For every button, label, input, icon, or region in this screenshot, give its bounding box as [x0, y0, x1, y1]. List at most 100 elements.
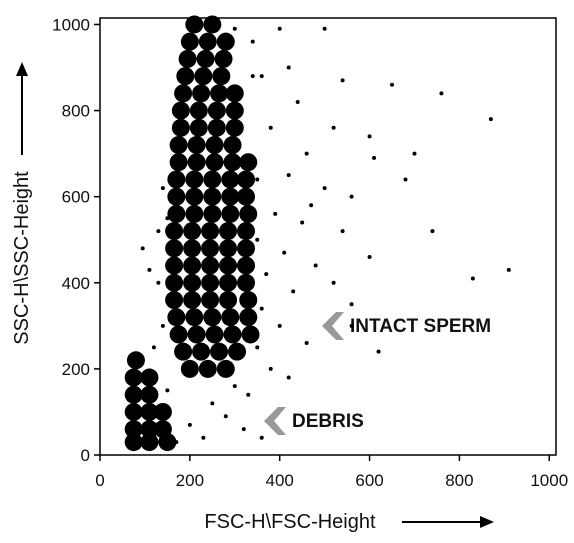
point — [239, 291, 258, 310]
point — [219, 239, 238, 258]
point — [221, 204, 240, 223]
point — [470, 276, 475, 281]
point — [201, 222, 220, 241]
point — [255, 237, 260, 242]
point — [198, 359, 217, 378]
x-tick-label: 800 — [445, 471, 473, 490]
point — [124, 385, 143, 404]
point — [140, 368, 159, 387]
point — [187, 153, 206, 172]
point — [124, 368, 143, 387]
point — [203, 170, 222, 189]
point — [239, 308, 258, 327]
point — [268, 366, 273, 371]
point — [255, 345, 260, 350]
point — [185, 308, 204, 327]
point — [390, 82, 395, 87]
point — [140, 433, 159, 452]
point — [171, 101, 190, 120]
point — [165, 291, 184, 310]
point — [232, 26, 237, 31]
point — [183, 273, 202, 292]
point — [372, 155, 377, 160]
point — [349, 302, 354, 307]
y-tick-label: 200 — [62, 360, 90, 379]
point — [268, 125, 273, 130]
point — [201, 256, 220, 275]
point — [237, 273, 256, 292]
point — [196, 49, 215, 68]
point — [124, 433, 143, 452]
y-axis-label: SSC-H\SSC-Height — [11, 171, 33, 345]
point — [241, 427, 246, 432]
point — [300, 220, 305, 225]
point — [201, 435, 206, 440]
point — [165, 256, 184, 275]
point — [313, 263, 318, 268]
point — [349, 194, 354, 199]
point — [187, 136, 206, 155]
point — [169, 136, 188, 155]
point — [219, 273, 238, 292]
x-tick-label: 200 — [176, 471, 204, 490]
point — [176, 67, 195, 86]
point — [219, 291, 238, 310]
point — [331, 280, 336, 285]
point — [180, 32, 199, 51]
point — [126, 351, 145, 370]
point — [221, 187, 240, 206]
point — [183, 222, 202, 241]
point — [430, 229, 435, 234]
point — [322, 26, 327, 31]
point — [376, 349, 381, 354]
point — [488, 117, 493, 122]
point — [412, 151, 417, 156]
annotation: DEBRIS — [292, 411, 364, 432]
point — [277, 26, 282, 31]
point — [277, 323, 282, 328]
point — [212, 67, 231, 86]
point — [189, 118, 208, 137]
point — [192, 84, 211, 103]
point — [304, 341, 309, 346]
point — [183, 239, 202, 258]
point — [273, 211, 278, 216]
point — [140, 420, 159, 439]
point — [210, 401, 215, 406]
point — [203, 204, 222, 223]
point — [214, 49, 233, 68]
point — [151, 345, 156, 350]
point — [246, 392, 251, 397]
point — [216, 32, 235, 51]
point — [203, 15, 222, 34]
point — [237, 222, 256, 241]
point — [282, 250, 287, 255]
point — [367, 254, 372, 259]
annotation: INTACT SPERM — [350, 316, 491, 337]
point — [169, 325, 188, 344]
point — [250, 39, 255, 44]
point — [185, 15, 204, 34]
x-axis-arrow — [402, 516, 494, 528]
point — [174, 440, 179, 445]
point — [250, 74, 255, 79]
point — [140, 402, 159, 421]
point — [225, 84, 244, 103]
point — [221, 170, 240, 189]
point — [239, 153, 258, 172]
point — [439, 91, 444, 96]
point — [223, 153, 242, 172]
point — [403, 177, 408, 182]
plot-area — [124, 15, 511, 452]
point — [259, 74, 264, 79]
point — [201, 239, 220, 258]
point — [221, 308, 240, 327]
point — [223, 414, 228, 419]
x-axis-label: FSC-H\FSC-Height — [204, 511, 376, 533]
point — [169, 153, 188, 172]
x-tick-label: 1000 — [530, 471, 568, 490]
point — [185, 170, 204, 189]
point — [223, 136, 242, 155]
point — [140, 246, 145, 251]
